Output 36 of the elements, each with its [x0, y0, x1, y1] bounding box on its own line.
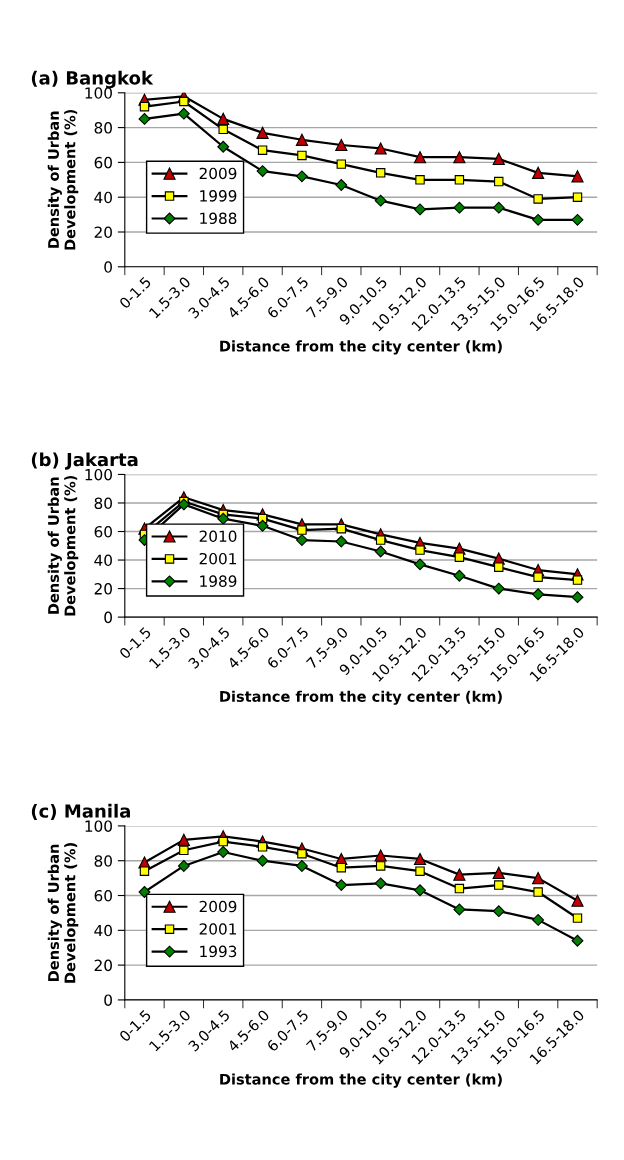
- y-tick-label: 40: [94, 924, 112, 937]
- y-axis-title: Density of Urban Development (%): [47, 843, 79, 983]
- y-tick-label: 80: [94, 122, 112, 134]
- x-axis-title: Distance from the city center (km): [220, 690, 502, 705]
- y-tick-label: 80: [94, 497, 112, 509]
- legend-label: 1993: [200, 945, 237, 958]
- y-tick-label: 20: [94, 959, 112, 972]
- x-axis-title: Distance from the city center (km): [220, 340, 502, 355]
- y-axis-title: Density of Urban Development (%): [47, 109, 79, 250]
- y-tick-label: 40: [94, 191, 112, 204]
- y-tick-label: 20: [94, 583, 112, 595]
- y-tick-label: 100: [85, 468, 112, 481]
- y-tick-label: 60: [94, 525, 112, 538]
- y-tick-label: 60: [94, 156, 112, 169]
- y-tick-label: 0: [104, 611, 112, 624]
- y-tick-label: 40: [94, 554, 112, 567]
- legend-label: 2009: [199, 167, 237, 180]
- chart-title: (b) Jakarta: [31, 452, 138, 470]
- x-axis-title: Distance from the city center (km): [220, 1073, 502, 1088]
- y-tick-label: 20: [94, 226, 112, 239]
- legend-label: 1999: [200, 190, 237, 202]
- legend-label: 2001: [199, 552, 237, 565]
- legend-label: 2001: [199, 923, 237, 935]
- y-tick-label: 0: [104, 994, 112, 1006]
- chart-title: (a) Bangkok: [31, 70, 154, 89]
- y-tick-label: 60: [94, 889, 112, 902]
- y-tick-label: 80: [94, 855, 112, 867]
- legend-label: 1989: [200, 575, 237, 587]
- legend-label: 1988: [200, 212, 237, 225]
- y-tick-label: 100: [85, 820, 112, 832]
- y-axis-title: Density of Urban Development (%): [47, 475, 79, 616]
- y-tick-label: 0: [104, 261, 112, 273]
- legend-label: 2010: [199, 530, 237, 543]
- chart-title: (c) Manila: [31, 803, 130, 820]
- y-tick-label: 100: [85, 87, 112, 99]
- legend-label: 2009: [199, 900, 237, 913]
